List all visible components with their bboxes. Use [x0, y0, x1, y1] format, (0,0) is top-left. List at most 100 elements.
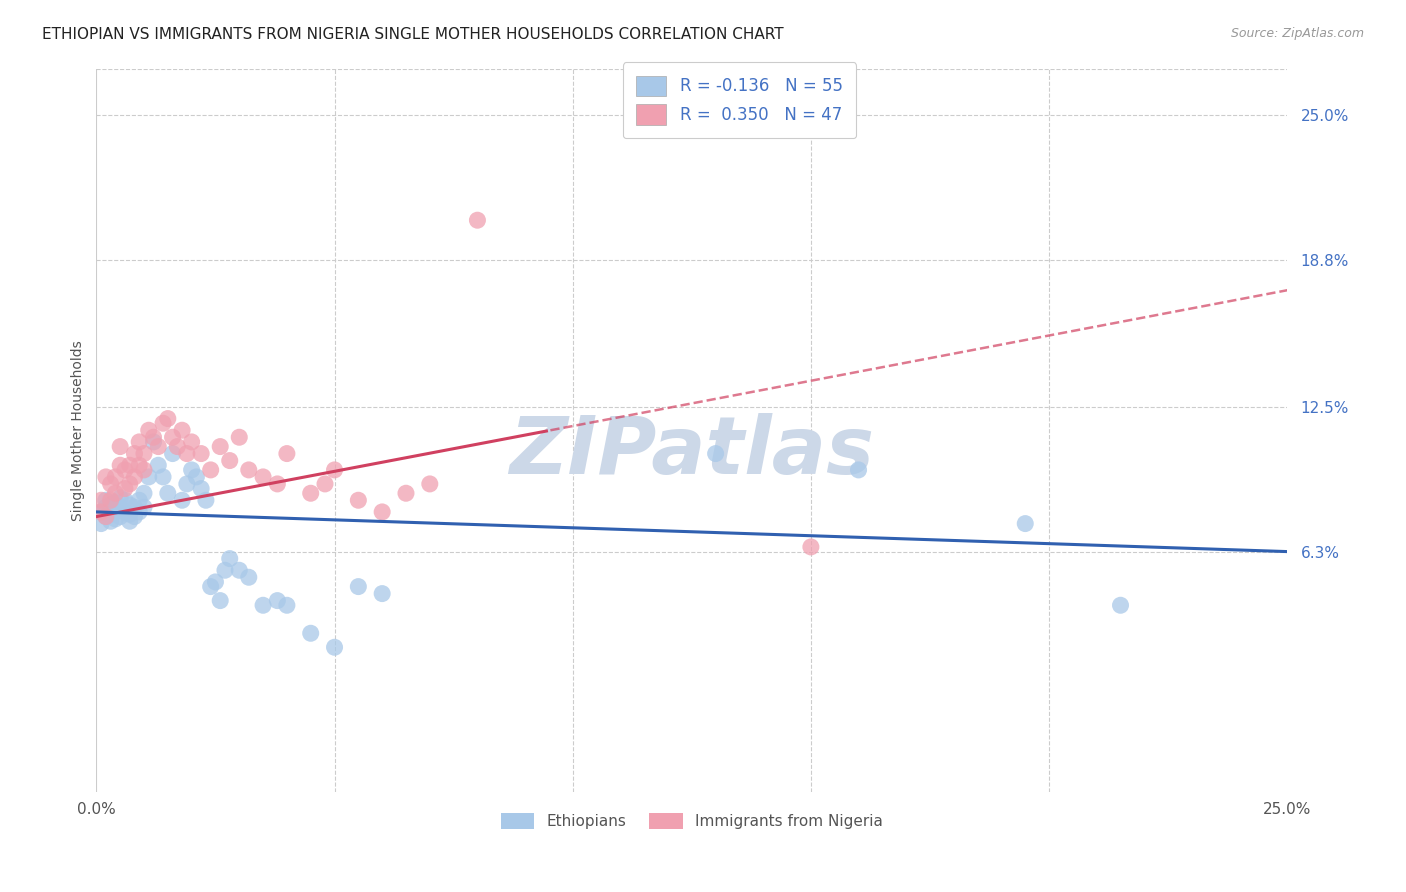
Point — [186, 470, 208, 484]
Point — [266, 477, 288, 491]
Point — [118, 458, 141, 473]
Point — [124, 446, 146, 460]
Point — [166, 440, 188, 454]
Point — [204, 574, 226, 589]
Point — [142, 430, 165, 444]
Point — [323, 463, 346, 477]
Point — [190, 482, 212, 496]
Y-axis label: Single Mother Households: Single Mother Households — [72, 340, 86, 521]
Point — [142, 434, 165, 449]
Point — [108, 500, 131, 515]
Point — [118, 514, 141, 528]
Point — [395, 486, 418, 500]
Point — [194, 493, 217, 508]
Point — [132, 486, 155, 500]
Point — [132, 500, 155, 515]
Point — [172, 423, 194, 437]
Point — [156, 411, 179, 425]
Point — [1014, 516, 1036, 531]
Point — [1109, 599, 1132, 613]
Point — [100, 514, 122, 528]
Point — [100, 508, 122, 522]
Point — [118, 477, 141, 491]
Point — [94, 500, 117, 515]
Point — [172, 493, 194, 508]
Point — [252, 599, 274, 613]
Point — [323, 640, 346, 655]
Point — [100, 498, 122, 512]
Point — [228, 430, 250, 444]
Point — [104, 495, 127, 509]
Point — [128, 458, 150, 473]
Point — [209, 440, 232, 454]
Point — [209, 593, 232, 607]
Point — [467, 213, 489, 227]
Point — [314, 477, 336, 491]
Point — [94, 493, 117, 508]
Point — [180, 434, 202, 449]
Point — [299, 626, 322, 640]
Point — [108, 491, 131, 505]
Point — [114, 482, 136, 496]
Point — [238, 463, 260, 477]
Point — [276, 599, 298, 613]
Point — [800, 540, 823, 554]
Point — [94, 509, 117, 524]
Point — [90, 505, 112, 519]
Point — [124, 500, 146, 515]
Point — [371, 586, 394, 600]
Point — [104, 470, 127, 484]
Point — [118, 508, 141, 522]
Point — [104, 512, 127, 526]
Legend: Ethiopians, Immigrants from Nigeria: Ethiopians, Immigrants from Nigeria — [495, 806, 889, 835]
Point — [124, 470, 146, 484]
Point — [132, 446, 155, 460]
Point — [108, 509, 131, 524]
Point — [419, 477, 441, 491]
Point — [704, 446, 727, 460]
Point — [176, 477, 198, 491]
Text: ZIPatlas: ZIPatlas — [509, 413, 875, 491]
Point — [148, 440, 170, 454]
Point — [152, 470, 174, 484]
Point — [90, 505, 112, 519]
Point — [114, 505, 136, 519]
Point — [114, 493, 136, 508]
Point — [128, 493, 150, 508]
Point — [128, 434, 150, 449]
Point — [138, 470, 160, 484]
Point — [100, 493, 122, 508]
Point — [124, 509, 146, 524]
Point — [138, 423, 160, 437]
Point — [100, 477, 122, 491]
Point — [108, 458, 131, 473]
Point — [148, 458, 170, 473]
Point — [90, 493, 112, 508]
Point — [94, 470, 117, 484]
Point — [218, 551, 240, 566]
Point — [238, 570, 260, 584]
Point — [299, 486, 322, 500]
Point — [156, 486, 179, 500]
Point — [266, 593, 288, 607]
Point — [118, 498, 141, 512]
Point — [114, 463, 136, 477]
Point — [104, 486, 127, 500]
Point — [94, 509, 117, 524]
Point — [371, 505, 394, 519]
Point — [347, 493, 370, 508]
Point — [180, 463, 202, 477]
Point — [128, 505, 150, 519]
Point — [132, 463, 155, 477]
Point — [214, 563, 236, 577]
Point — [104, 505, 127, 519]
Point — [276, 446, 298, 460]
Point — [200, 580, 222, 594]
Text: ETHIOPIAN VS IMMIGRANTS FROM NIGERIA SINGLE MOTHER HOUSEHOLDS CORRELATION CHART: ETHIOPIAN VS IMMIGRANTS FROM NIGERIA SIN… — [42, 27, 783, 42]
Point — [228, 563, 250, 577]
Text: Source: ZipAtlas.com: Source: ZipAtlas.com — [1230, 27, 1364, 40]
Point — [218, 453, 240, 467]
Point — [162, 446, 184, 460]
Point — [200, 463, 222, 477]
Point — [176, 446, 198, 460]
